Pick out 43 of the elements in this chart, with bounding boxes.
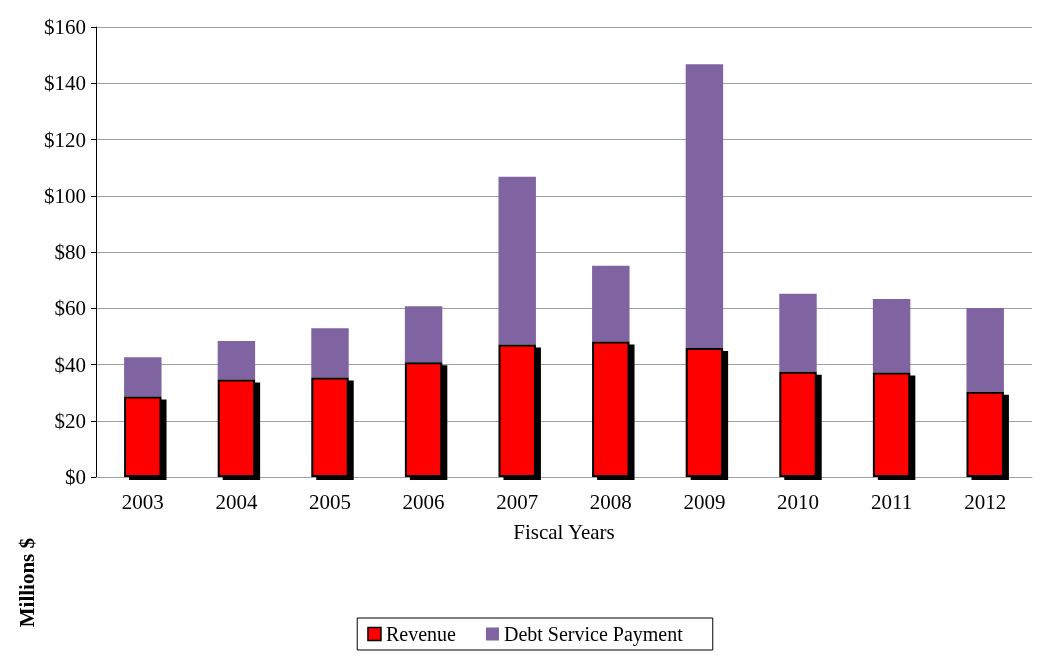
bar bbox=[966, 307, 1004, 392]
y-tick-label: $40 bbox=[54, 352, 86, 377]
bar bbox=[779, 371, 817, 477]
bar bbox=[685, 64, 724, 348]
bar bbox=[124, 396, 162, 477]
y-axis-title: Millions $ bbox=[14, 537, 39, 628]
bar bbox=[872, 298, 911, 373]
x-tick-label: 2009 bbox=[683, 489, 726, 514]
bar bbox=[779, 293, 817, 372]
bar bbox=[498, 176, 536, 345]
x-tick-label: 2004 bbox=[215, 489, 258, 514]
y-tick-label: $140 bbox=[44, 71, 86, 96]
x-tick-label: 2008 bbox=[589, 489, 632, 514]
bar bbox=[592, 341, 630, 477]
x-tick-label: 2003 bbox=[121, 489, 164, 514]
y-tick-label: $160 bbox=[44, 15, 86, 39]
x-tick-label: 2007 bbox=[496, 489, 539, 514]
legend-label: Debt Service Payment bbox=[503, 623, 684, 646]
y-tick-label: $120 bbox=[44, 127, 86, 152]
bar bbox=[592, 265, 630, 342]
x-tick-label: 2006 bbox=[402, 489, 445, 514]
x-tick-label: 2012 bbox=[964, 489, 1007, 514]
bar bbox=[217, 379, 256, 477]
y-tick-label: $0 bbox=[65, 465, 86, 489]
x-tick-label: 2011 bbox=[870, 489, 913, 514]
bar bbox=[685, 347, 724, 477]
bar bbox=[404, 362, 443, 477]
bar bbox=[124, 357, 162, 397]
x-tick-label: 2010 bbox=[777, 489, 819, 514]
x-axis-title: Fiscal Years bbox=[513, 519, 615, 544]
legend-label: Revenue bbox=[385, 623, 457, 645]
y-tick-label: $100 bbox=[44, 183, 86, 208]
bar bbox=[966, 391, 1004, 477]
y-tick-label: $60 bbox=[54, 296, 86, 321]
bar bbox=[311, 328, 349, 378]
bar bbox=[311, 377, 349, 477]
x-tick-label: 2005 bbox=[309, 489, 351, 514]
y-tick-label: $20 bbox=[54, 408, 86, 433]
bar bbox=[872, 372, 911, 477]
y-tick-label: $80 bbox=[54, 240, 86, 264]
bar bbox=[404, 306, 443, 363]
bar bbox=[217, 340, 256, 380]
bar bbox=[498, 344, 536, 477]
